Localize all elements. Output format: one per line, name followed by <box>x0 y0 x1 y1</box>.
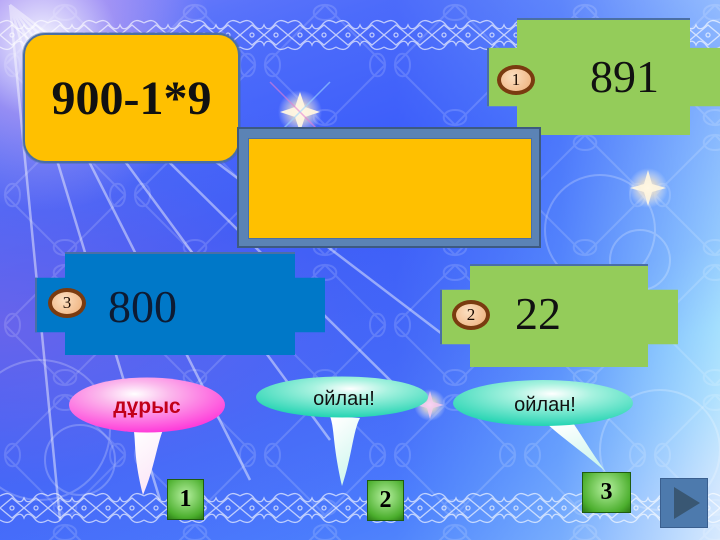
svg-text:дұрыс: дұрыс <box>113 395 181 418</box>
svg-text:ойлан!: ойлан! <box>313 388 375 410</box>
svg-text:ойлан!: ойлан! <box>514 394 576 416</box>
